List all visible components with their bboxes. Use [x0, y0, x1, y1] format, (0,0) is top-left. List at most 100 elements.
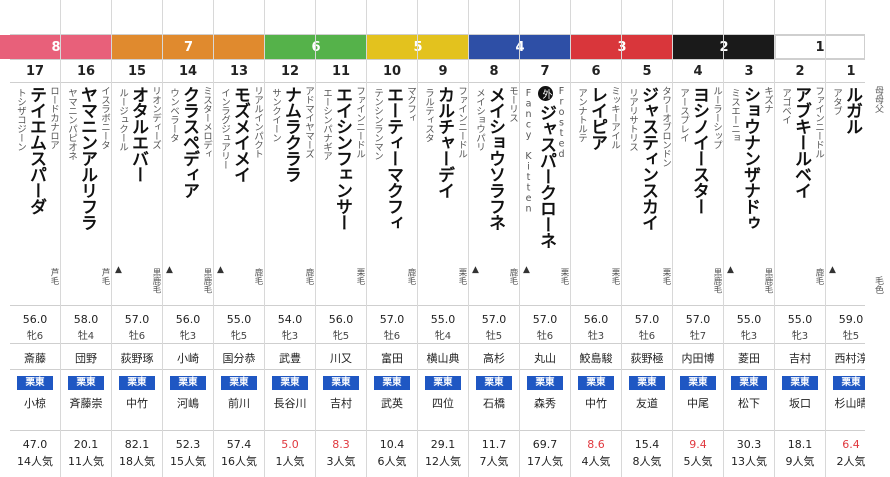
- jockey-name[interactable]: 斎藤: [24, 352, 46, 365]
- row-divider: [61, 369, 111, 370]
- horse-number: 1: [826, 59, 876, 83]
- horse-name[interactable]: ルガル: [842, 86, 862, 134]
- row-divider: [265, 343, 315, 344]
- horse-name[interactable]: カルチャーデイ: [434, 86, 454, 198]
- horse-column[interactable]: 11 ファインニードル エイシンフェンサー エーシンパナギア 栗毛 56.0 牝5 川又 栗東吉…: [316, 0, 367, 477]
- row-divider: [622, 305, 672, 306]
- carried-weight: 57.0: [481, 313, 507, 326]
- jockey-name[interactable]: 武豊: [279, 352, 301, 365]
- popularity-rank: 13人気: [731, 455, 767, 468]
- horse-name[interactable]: ナムラクララ: [281, 86, 301, 182]
- horse-name[interactable]: ジャスパークローネ: [536, 104, 556, 248]
- horse-number: 17: [10, 59, 60, 83]
- frame-header-8: 8: [0, 35, 112, 59]
- horse-name[interactable]: モズメイメイ: [230, 86, 250, 182]
- horse-name[interactable]: テイエムスパーダ: [26, 86, 46, 214]
- coat-color: 栗毛: [661, 268, 671, 285]
- horse-name[interactable]: メイショウソラフネ: [485, 86, 505, 230]
- win-odds: 11.7: [481, 438, 507, 451]
- row-divider: [367, 343, 417, 344]
- dam-name: リアリサトリス: [627, 88, 638, 151]
- row-divider: [214, 369, 264, 370]
- row-divider: [469, 430, 519, 431]
- win-odds: 8.3: [332, 438, 350, 451]
- stable-badge: 栗東: [170, 376, 206, 390]
- horse-name[interactable]: クラスペディア: [179, 86, 199, 198]
- carried-weight: 57.0: [532, 313, 558, 326]
- column-top-blank: [163, 0, 213, 35]
- win-odds: 20.1: [73, 438, 99, 451]
- horse-column[interactable]: 10 マクフィ エーティーマクフィ テンシンランマン 鹿毛 57.0 牡6 富田 栗東 武英 10.…: [367, 0, 418, 477]
- horse-column[interactable]: 6 ミッキーアイル レイピア アンナトルテ 栗毛 56.0 牡3 鮫島駿 栗東 中竹 8.6 4人気: [571, 0, 622, 477]
- horse-name[interactable]: ジャスティンスカイ: [638, 86, 658, 230]
- horse-column[interactable]: 15 リオンディーズ オタルエバー ルージュクール ▲ 黒鹿毛 57.0 牡6 荻野琢 栗東 中竹 8…: [112, 0, 163, 477]
- blinker-mark: ▲: [115, 265, 122, 275]
- jockey-name[interactable]: 国分恭: [222, 352, 256, 365]
- win-odds: 30.3: [736, 438, 762, 451]
- horse-column[interactable]: 2 ファインニードル アブキールベイ アゴベイ 鹿毛 55.0 牝3 吉村 栗東 坂口 18.1 9人…: [775, 0, 826, 477]
- horse-name[interactable]: エイシンフェンサー: [332, 86, 352, 230]
- row-divider: [673, 305, 723, 306]
- horse-column[interactable]: 14 ミスターメロディ クラスペディア ウンベラータ ▲ 黒鹿毛 56.0 牝3 小崎 栗東 河嶋 5…: [163, 0, 214, 477]
- row-divider: [520, 430, 570, 431]
- jockey-name[interactable]: 菱田: [738, 352, 760, 365]
- horse-column[interactable]: 5 タワーオブロンドン ジャスティンスカイ リアリサトリス 栗毛 57.0 牡6 荻野極 栗東友…: [622, 0, 673, 477]
- jockey-name[interactable]: 丸山: [534, 352, 556, 365]
- blinker-mark: ▲: [472, 265, 479, 275]
- jockey-name[interactable]: 川又: [330, 352, 352, 365]
- horse-column[interactable]: 12 アドマイヤマーズ ナムラクララ サンクイーン 鹿毛 54.0 牝3 武豊 栗東 長谷川 5.0…: [265, 0, 316, 477]
- row-divider: [61, 430, 111, 431]
- horse-column[interactable]: 9 ファインニードル カルチャーデイ ラルティスタ 栗毛 55.0 牝4 横山典 栗東 四位 29.…: [418, 0, 469, 477]
- jockey-name[interactable]: 西村淳: [834, 352, 868, 365]
- jockey-name[interactable]: 小崎: [177, 352, 199, 365]
- horse-column[interactable]: 3 キズナ ショウナンザナドゥ ミスエーニョ ▲ 黒鹿毛 55.0 牝3 菱田 栗東 松下 30.3 1…: [724, 0, 775, 477]
- stable-badge: 栗東: [272, 376, 308, 390]
- horse-column[interactable]: 8 モーリス メイショウソラフネ メイショウパリ ▲ 鹿毛 57.0 牡5 高杉 栗東 石橋 11.7…: [469, 0, 520, 477]
- jockey-name[interactable]: 鮫島駿: [579, 352, 613, 365]
- win-odds: 5.0: [281, 438, 299, 451]
- jockey-name[interactable]: 内田博: [681, 352, 715, 365]
- horse-name[interactable]: ヤマニンアルリフラ: [77, 86, 97, 230]
- carried-weight: 57.0: [685, 313, 711, 326]
- horse-name[interactable]: アブキールベイ: [791, 86, 811, 198]
- coat-color: 栗毛: [610, 268, 620, 285]
- row-divider: [214, 305, 264, 306]
- jockey-name[interactable]: 荻野琢: [120, 352, 154, 365]
- horse-name[interactable]: オタルエバー: [128, 86, 148, 182]
- row-divider: [265, 369, 315, 370]
- jockey-name[interactable]: 富田: [381, 352, 403, 365]
- coat-color: 栗毛: [457, 268, 467, 285]
- coat-color: 芦毛: [49, 268, 59, 285]
- popularity-rank: 12人気: [425, 455, 461, 468]
- frame-header-3: 3: [571, 35, 673, 59]
- jockey-name[interactable]: 横山典: [426, 352, 460, 365]
- horse-number: 16: [61, 59, 111, 83]
- stable-badge: 栗東: [119, 376, 155, 390]
- horse-name[interactable]: ヨシノイースター: [689, 86, 709, 214]
- win-odds: 8.6: [587, 438, 605, 451]
- stable-badge: 栗東: [425, 376, 461, 390]
- horse-name[interactable]: エーティーマクフィ: [383, 86, 403, 230]
- jockey-name[interactable]: 荻野極: [630, 352, 664, 365]
- row-divider: [10, 430, 60, 431]
- horse-name[interactable]: ショウナンザナドゥ: [740, 86, 760, 230]
- foreign-icon: 外: [538, 86, 553, 101]
- jockey-name[interactable]: 団野: [75, 352, 97, 365]
- win-odds: 29.1: [430, 438, 456, 451]
- dam-name: ラルティスタ: [423, 88, 434, 142]
- sex-age: 牡7: [689, 331, 707, 342]
- horse-column[interactable]: 17 ロードカナロア テイエムスパーダ トシザコジーン 芦毛 56.0 牝6 斎藤 栗東 小椋 47…: [10, 0, 61, 477]
- carried-weight: 57.0: [634, 313, 660, 326]
- jockey-name[interactable]: 高杉: [483, 352, 505, 365]
- horse-column[interactable]: 7 Frosted 外ジャスパークローネ Fancy Kitten ▲ 栗毛 57.0 牡6 丸…: [520, 0, 571, 477]
- horse-name[interactable]: レイピア: [587, 86, 607, 150]
- horse-column[interactable]: 4 ルーラーシップ ヨシノイースター アースプレイ 黒鹿毛 57.0 牡7 内田博 栗東 中尾 9.…: [673, 0, 724, 477]
- row-divider: [673, 430, 723, 431]
- jockey-name[interactable]: 吉村: [789, 352, 811, 365]
- row-divider: [520, 343, 570, 344]
- horse-column[interactable]: 16 イスラボニータ ヤマニンアルリフラ ヤマニンパピオネ 芦毛 58.0 牡4 団野 栗東 斉藤…: [61, 0, 112, 477]
- row-divider: [367, 369, 417, 370]
- row-divider: [163, 305, 213, 306]
- coat-color: 鹿毛: [253, 268, 263, 285]
- horse-column[interactable]: 13 リアルインパクト モズメイメイ インラグジュアリー ▲ 鹿毛 55.0 牝5 国分恭 栗東前…: [214, 0, 265, 477]
